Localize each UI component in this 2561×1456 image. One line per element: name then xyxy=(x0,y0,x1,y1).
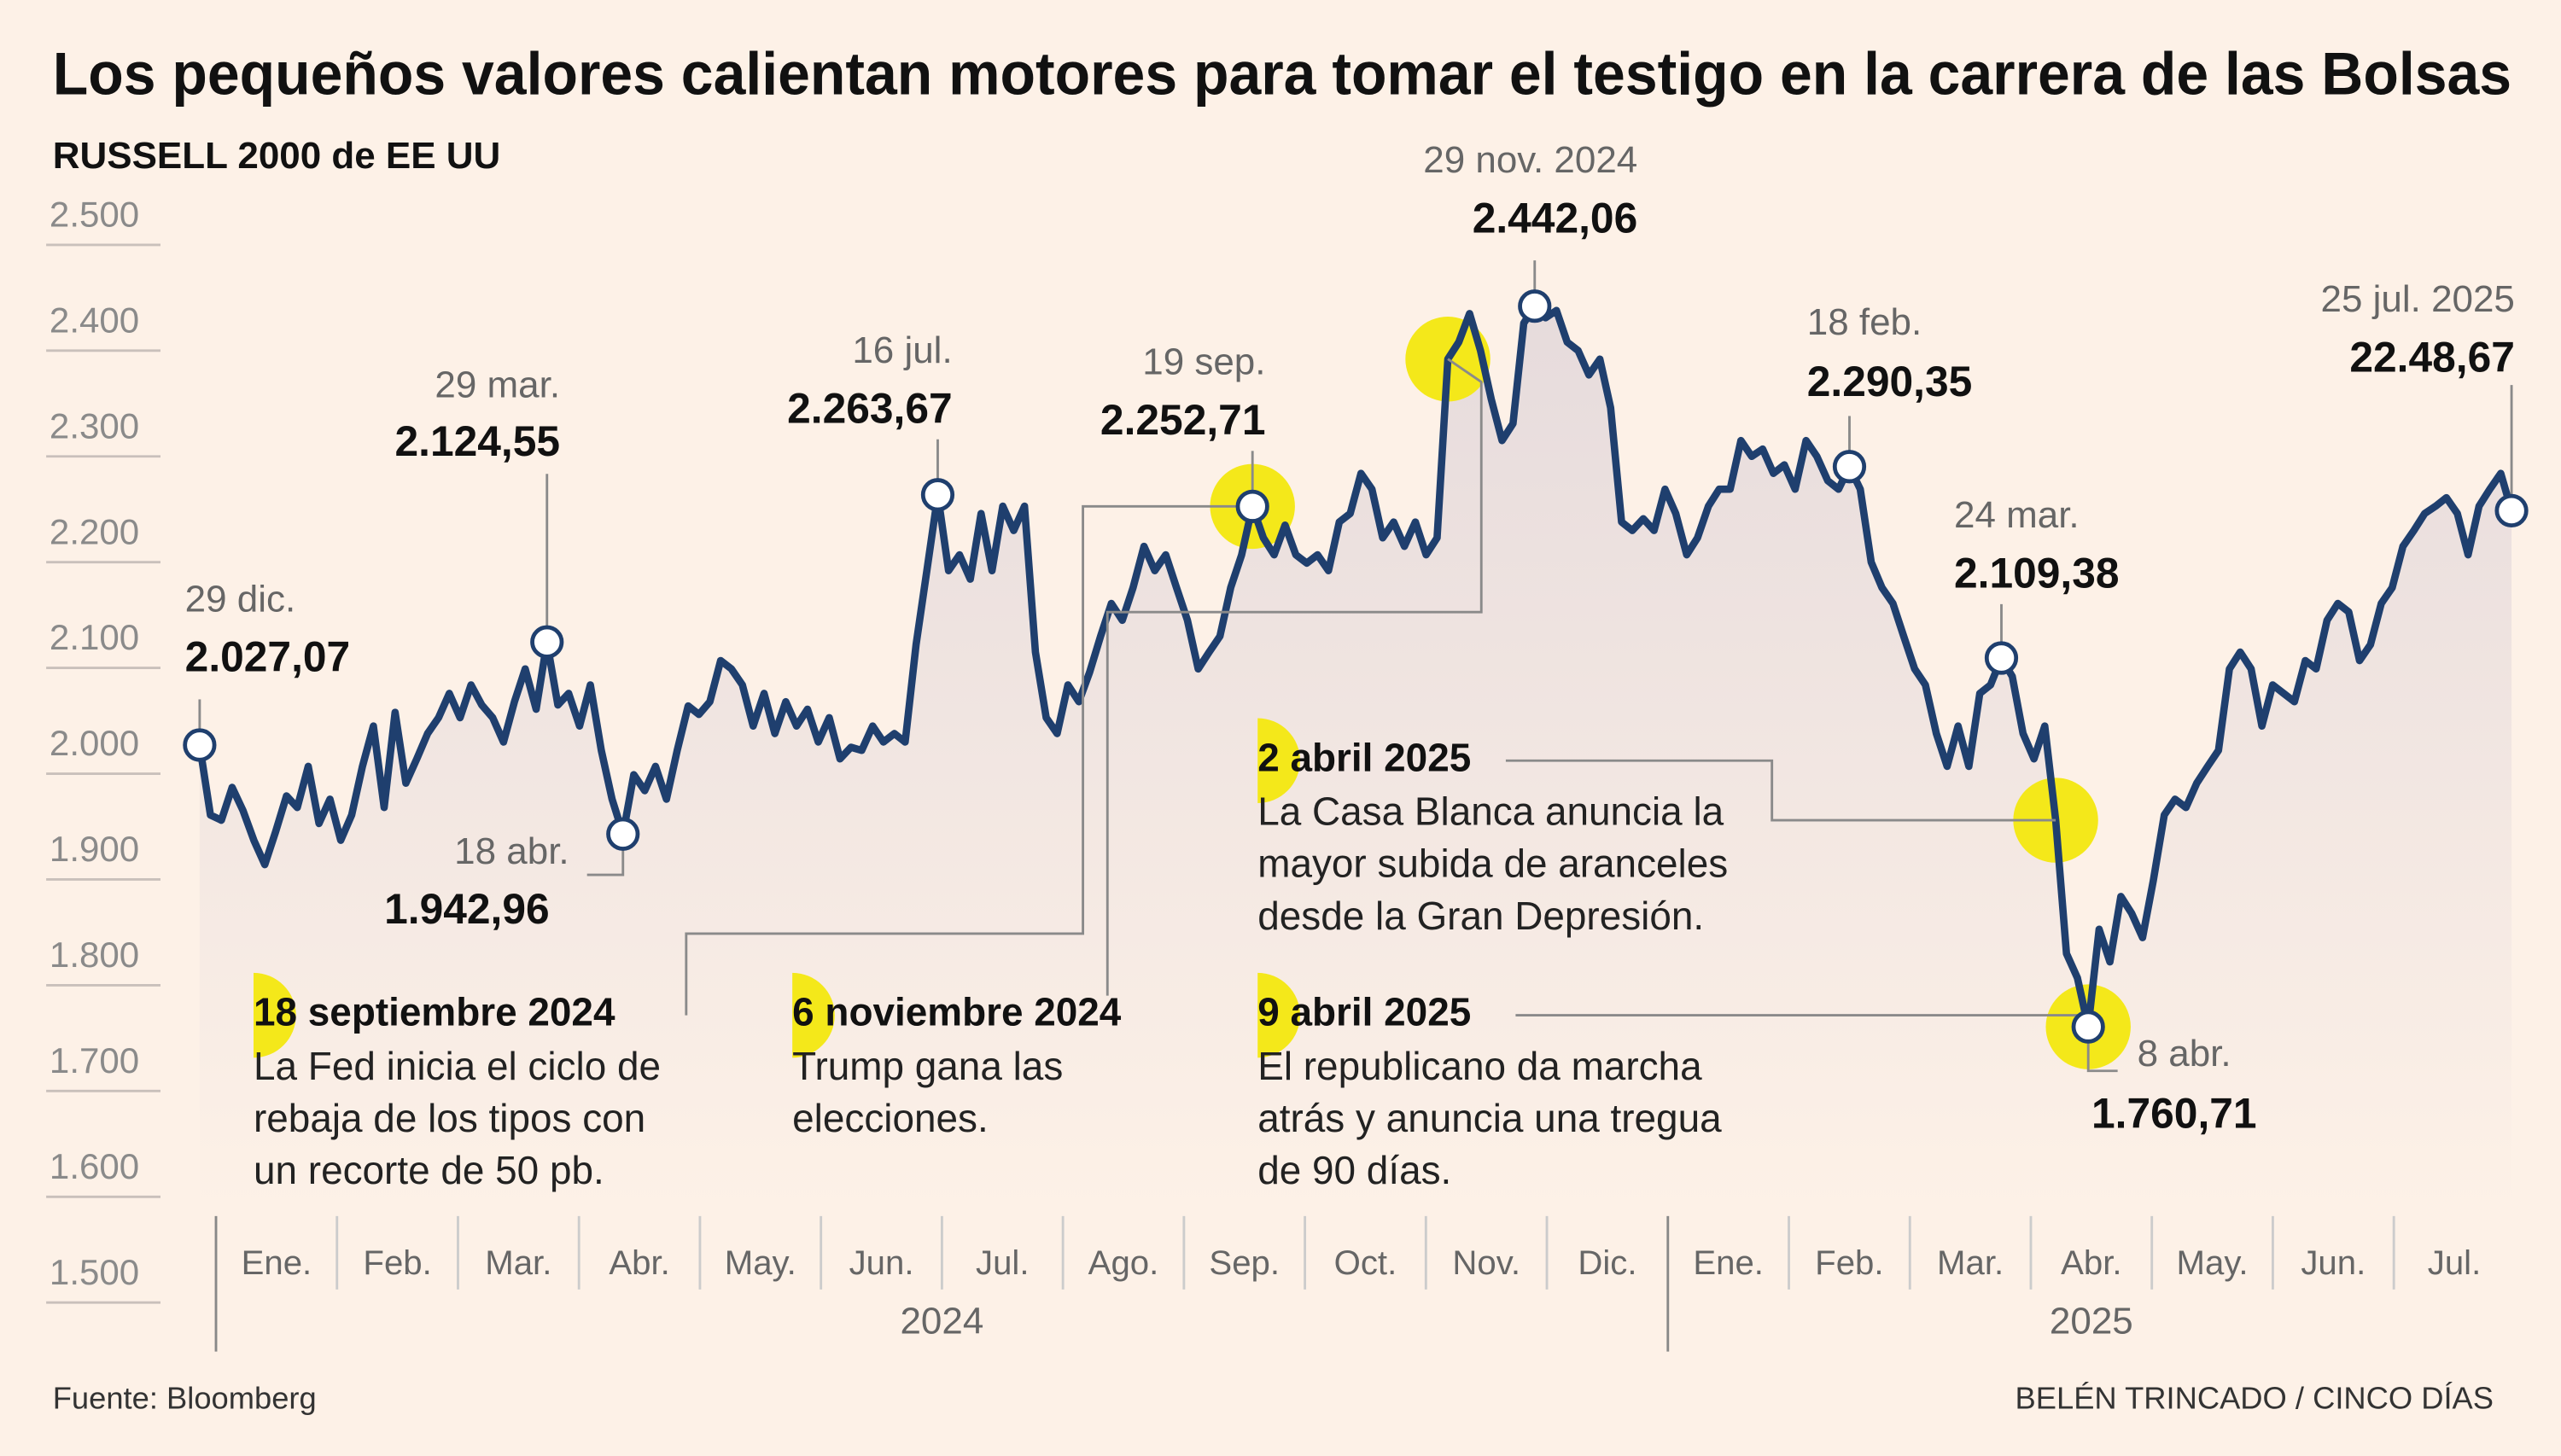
event-dot xyxy=(254,972,296,1058)
event-title: 9 abril 2025 xyxy=(1257,990,1471,1034)
point-marker xyxy=(920,478,955,512)
annotation-value: 2.109,38 xyxy=(1954,550,2120,597)
subtitle: RUSSELL 2000 de EE UU xyxy=(53,135,501,177)
event-text: atrás y anuncia una tregua xyxy=(1257,1096,1722,1140)
point-marker xyxy=(2494,493,2529,527)
x-tick-label: Feb. xyxy=(363,1243,431,1282)
annotation-date: 29 dic. xyxy=(185,578,296,620)
y-tick-label: 2.500 xyxy=(50,194,139,234)
y-tick-label: 1.900 xyxy=(50,829,139,869)
y-tick-label: 2.000 xyxy=(50,723,139,763)
y-tick-label: 1.600 xyxy=(50,1146,139,1186)
event-title: 2 abril 2025 xyxy=(1257,735,1471,779)
annotation-date: 18 feb. xyxy=(1807,301,1922,343)
x-tick-label: Dic. xyxy=(1578,1243,1636,1282)
leader-line xyxy=(1105,358,1483,996)
event-text: El republicano da marcha xyxy=(1257,1044,1702,1088)
x-tick-label: Oct. xyxy=(1334,1243,1397,1282)
annotation-value: 2.252,71 xyxy=(1100,396,1266,444)
y-tick-label: 1.800 xyxy=(50,935,139,975)
point-marker xyxy=(530,625,564,659)
point-marker xyxy=(1235,489,1269,523)
annotation-value: 2.027,07 xyxy=(185,633,351,681)
point-marker xyxy=(1984,641,2019,675)
annotation-value: 1.942,96 xyxy=(384,885,550,933)
y-tick-label: 2.300 xyxy=(50,405,139,446)
x-tick-label: Feb. xyxy=(1815,1243,1883,1282)
year-label: 2024 xyxy=(900,1301,983,1342)
line xyxy=(195,302,2516,1031)
event-text: de 90 días. xyxy=(1257,1148,1451,1192)
credit: BELÉN TRINCADO / CINCO DÍAS xyxy=(2016,1381,2494,1416)
x-tick-label: Jul. xyxy=(976,1243,1030,1282)
annotation-date: 19 sep. xyxy=(1142,341,1265,383)
leader-line xyxy=(586,848,625,877)
x-tick-label: Jun. xyxy=(2301,1243,2366,1282)
leader-line xyxy=(1505,759,2056,822)
x-tick-label: Sep. xyxy=(1209,1243,1280,1282)
annotation-date: 29 nov. 2024 xyxy=(1423,139,1637,181)
x-tick-label: Jun. xyxy=(849,1243,914,1282)
x-tick-label: May. xyxy=(725,1243,796,1282)
annotation-date: 24 mar. xyxy=(1954,494,2080,536)
x-tick-label: Ene. xyxy=(1693,1243,1764,1282)
annotation-date: 8 abr. xyxy=(2138,1033,2231,1075)
x-tick-label: May. xyxy=(2177,1243,2249,1282)
event-text: elecciones. xyxy=(792,1096,989,1140)
point-marker xyxy=(183,728,217,762)
event-text: La Fed inicia el ciclo de xyxy=(254,1044,661,1088)
x-tick-label: Ene. xyxy=(242,1243,312,1282)
annotation-value: 2.290,35 xyxy=(1807,358,1973,405)
event-text: mayor subida de aranceles xyxy=(1257,842,1728,886)
x-tick-label: Abr. xyxy=(609,1243,669,1282)
point-marker xyxy=(2071,1010,2105,1044)
source: Fuente: Bloomberg xyxy=(53,1381,317,1416)
year-label: 2025 xyxy=(2050,1301,2133,1342)
title: Los pequeños valores calientan motores p… xyxy=(53,39,2511,107)
x-tick-label: Ago. xyxy=(1088,1243,1159,1282)
event-text: rebaja de los tipos con xyxy=(254,1096,645,1140)
annotation-value: 22.48,67 xyxy=(2349,334,2515,381)
point-marker xyxy=(1832,450,1867,484)
x-tick-label: Mar. xyxy=(485,1243,551,1282)
x-tick-label: Nov. xyxy=(1452,1243,1520,1282)
event-dot xyxy=(792,972,835,1058)
event-text: Trump gana las xyxy=(792,1044,1063,1088)
y-tick-label: 1.700 xyxy=(50,1040,139,1080)
event-text: La Casa Blanca anuncia la xyxy=(1257,789,1724,833)
leader-line xyxy=(2086,1041,2118,1073)
annotation-date: 25 jul. 2025 xyxy=(2321,278,2515,320)
leader-line xyxy=(685,504,1253,1016)
event-dot xyxy=(1257,718,1300,803)
event-title: 6 noviembre 2024 xyxy=(792,990,1122,1034)
area xyxy=(199,306,2512,1208)
annotation-date: 18 abr. xyxy=(454,830,569,872)
y-tick-label: 2.400 xyxy=(50,300,139,340)
annotation-value: 2.442,06 xyxy=(1473,194,1638,242)
point-marker xyxy=(1518,289,1552,323)
annotation-date: 29 mar. xyxy=(435,364,560,405)
x-tick-label: Mar. xyxy=(1937,1243,2004,1282)
y-tick-label: 1.500 xyxy=(50,1252,139,1292)
annotation-value: 2.124,55 xyxy=(395,417,561,465)
x-tick-label: Jul. xyxy=(2428,1243,2482,1282)
event-text: desde la Gran Depresión. xyxy=(1257,894,1704,938)
annotation-value: 1.760,71 xyxy=(2091,1089,2257,1137)
event-dot xyxy=(1257,972,1300,1058)
event-text: un recorte de 50 pb. xyxy=(254,1148,604,1192)
y-tick-label: 2.200 xyxy=(50,511,139,551)
annotation-value: 2.263,67 xyxy=(787,384,953,432)
x-tick-label: Abr. xyxy=(2061,1243,2121,1282)
annotation-date: 16 jul. xyxy=(852,329,952,371)
event-title: 18 septiembre 2024 xyxy=(254,990,615,1034)
y-tick-label: 2.100 xyxy=(50,617,139,657)
point-marker xyxy=(606,817,640,851)
